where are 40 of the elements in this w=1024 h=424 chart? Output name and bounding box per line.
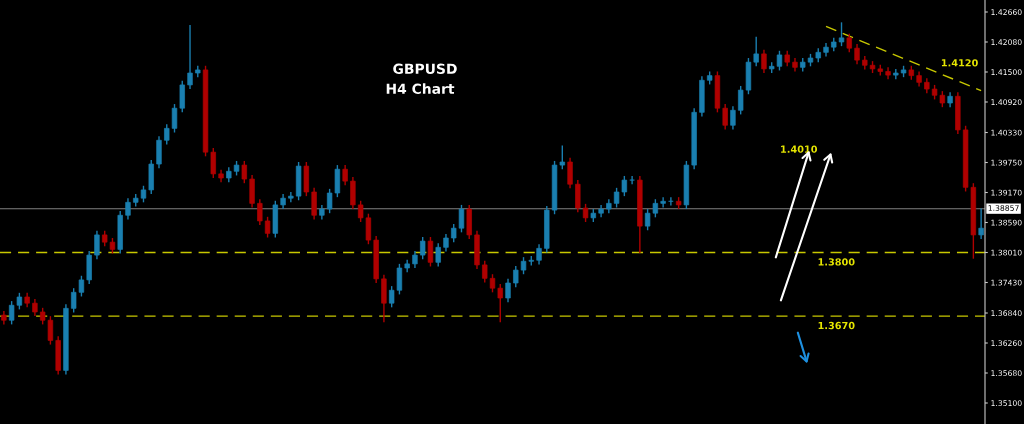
text: H4 Chart (386, 83, 455, 95)
candlestick (342, 164, 348, 186)
candlestick (187, 24, 193, 90)
candlestick (257, 198, 263, 226)
candlestick (125, 197, 131, 221)
annotation: 1.4010 (781, 145, 818, 153)
candlestick (660, 196, 666, 209)
candlestick (264, 216, 271, 239)
candlestick (435, 242, 441, 268)
candlestick (179, 80, 185, 114)
candlestick (156, 135, 162, 169)
candlestick (730, 105, 736, 131)
candlestick (350, 176, 356, 210)
candlestick (505, 278, 511, 303)
candlestick (482, 260, 488, 284)
candlestick (753, 36, 759, 67)
candlestick (427, 236, 434, 268)
candlestick (513, 265, 519, 288)
candlestick (567, 157, 573, 190)
candlestick (722, 103, 728, 131)
candlestick (171, 103, 178, 134)
candlestick (536, 243, 542, 266)
candlestick (575, 179, 581, 213)
candlestick (582, 203, 589, 223)
candlestick (497, 283, 503, 324)
annotation: 1.3800 (818, 258, 855, 266)
candlestick (761, 49, 767, 74)
series-label: 1.4120 (941, 59, 978, 67)
annotation: 1.3670 (818, 321, 855, 330)
candlestick (241, 160, 247, 184)
candlestick (489, 273, 496, 294)
candlestick (420, 236, 426, 260)
candlestick (94, 230, 100, 260)
candlestick (854, 43, 860, 65)
text: GBPUSD (393, 63, 457, 75)
candlestick (164, 123, 170, 146)
candlestick (311, 187, 317, 221)
candlestick (838, 21, 845, 47)
candlestick (629, 175, 635, 185)
candlestick (846, 33, 852, 54)
